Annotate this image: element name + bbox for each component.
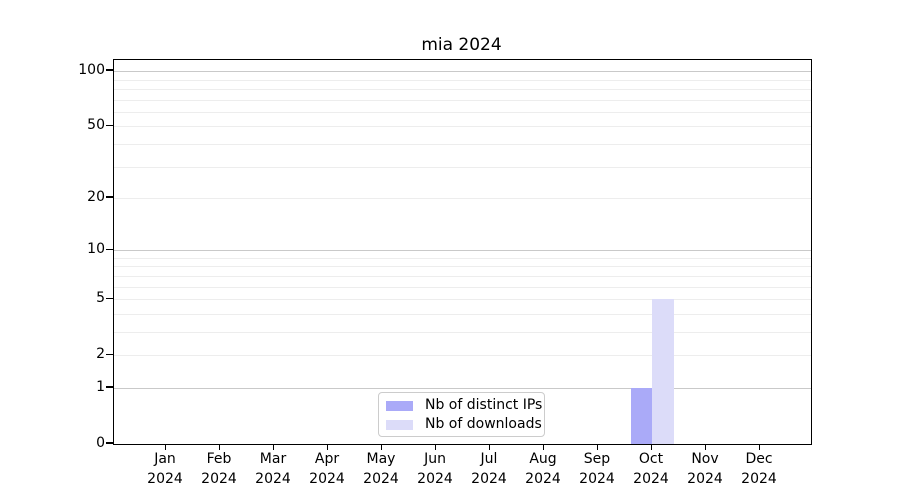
y-tick-label: 2 bbox=[96, 346, 105, 363]
x-tick-label: Jan 2024 bbox=[147, 451, 183, 487]
x-tick-mark bbox=[759, 444, 761, 450]
y-tick-mark bbox=[106, 353, 113, 355]
legend-row: Nb of distinct IPs bbox=[386, 396, 544, 415]
x-tick-label: May 2024 bbox=[363, 451, 399, 487]
legend-swatch-nb-of-downloads bbox=[386, 419, 413, 430]
legend: Nb of distinct IPs Nb of downloads bbox=[378, 392, 545, 437]
bar-nb-of-downloads bbox=[652, 299, 674, 444]
legend-label: Nb of distinct IPs bbox=[425, 397, 543, 413]
y-tick-mark bbox=[106, 297, 113, 299]
y-major-gridline bbox=[114, 250, 811, 252]
x-tick-mark bbox=[651, 444, 653, 450]
x-tick-label: Feb 2024 bbox=[201, 451, 237, 487]
y-tick-mark bbox=[106, 386, 113, 388]
x-tick-label: Sep 2024 bbox=[579, 451, 615, 487]
y-minor-gridline bbox=[114, 111, 811, 113]
y-minor-gridline bbox=[114, 88, 811, 90]
y-minor-gridline bbox=[114, 313, 811, 315]
y-tick-mark bbox=[106, 124, 113, 126]
y-minor-gridline bbox=[114, 299, 811, 301]
y-minor-gridline bbox=[114, 99, 811, 101]
y-tick-label: 0 bbox=[96, 435, 105, 451]
x-tick-mark bbox=[165, 444, 167, 450]
y-minor-gridline bbox=[114, 275, 811, 277]
y-major-gridline bbox=[114, 387, 811, 389]
y-tick-label: 100 bbox=[78, 62, 105, 79]
x-tick-mark bbox=[543, 444, 545, 450]
y-tick-label: 50 bbox=[87, 117, 105, 134]
x-tick-label: Apr 2024 bbox=[309, 451, 345, 487]
x-tick-label: Mar 2024 bbox=[255, 451, 291, 487]
y-major-gridline bbox=[114, 71, 811, 73]
x-tick-label: Jun 2024 bbox=[417, 451, 453, 487]
plot-area bbox=[113, 59, 812, 445]
y-tick-mark bbox=[106, 442, 113, 444]
y-tick-mark bbox=[106, 248, 113, 250]
x-tick-label: Oct 2024 bbox=[633, 451, 669, 487]
y-minor-gridline bbox=[114, 266, 811, 268]
x-tick-label: Nov 2024 bbox=[687, 451, 723, 487]
x-tick-label: Aug 2024 bbox=[525, 451, 561, 487]
x-tick-mark bbox=[435, 444, 437, 450]
y-minor-gridline bbox=[114, 143, 811, 145]
x-tick-mark bbox=[597, 444, 599, 450]
y-minor-gridline bbox=[114, 331, 811, 333]
legend-label: Nb of downloads bbox=[425, 416, 542, 432]
y-tick-label: 20 bbox=[87, 189, 105, 205]
y-minor-gridline bbox=[114, 286, 811, 288]
y-tick-mark bbox=[106, 196, 113, 198]
y-minor-gridline bbox=[114, 198, 811, 199]
y-minor-gridline bbox=[114, 166, 811, 168]
y-minor-gridline bbox=[114, 355, 811, 357]
x-tick-mark bbox=[705, 444, 707, 450]
chart-title: mia 2024 bbox=[421, 35, 502, 55]
x-tick-mark bbox=[381, 444, 383, 450]
y-tick-mark bbox=[106, 69, 113, 71]
x-tick-label: Dec 2024 bbox=[741, 451, 777, 487]
x-tick-label: Jul 2024 bbox=[471, 451, 507, 487]
y-minor-gridline bbox=[114, 126, 811, 128]
y-tick-label: 5 bbox=[96, 290, 105, 307]
y-minor-gridline bbox=[114, 257, 811, 259]
x-tick-mark bbox=[327, 444, 329, 450]
legend-swatch-nb-of-distinct-ips bbox=[386, 400, 413, 411]
bar-nb-of-distinct-ips bbox=[630, 388, 652, 444]
legend-row: Nb of downloads bbox=[386, 415, 544, 434]
y-minor-gridline bbox=[114, 79, 811, 81]
y-tick-label: 10 bbox=[87, 241, 105, 258]
y-tick-label: 1 bbox=[96, 378, 105, 395]
x-tick-mark bbox=[273, 444, 275, 450]
x-tick-mark bbox=[219, 444, 221, 450]
x-tick-mark bbox=[489, 444, 491, 450]
